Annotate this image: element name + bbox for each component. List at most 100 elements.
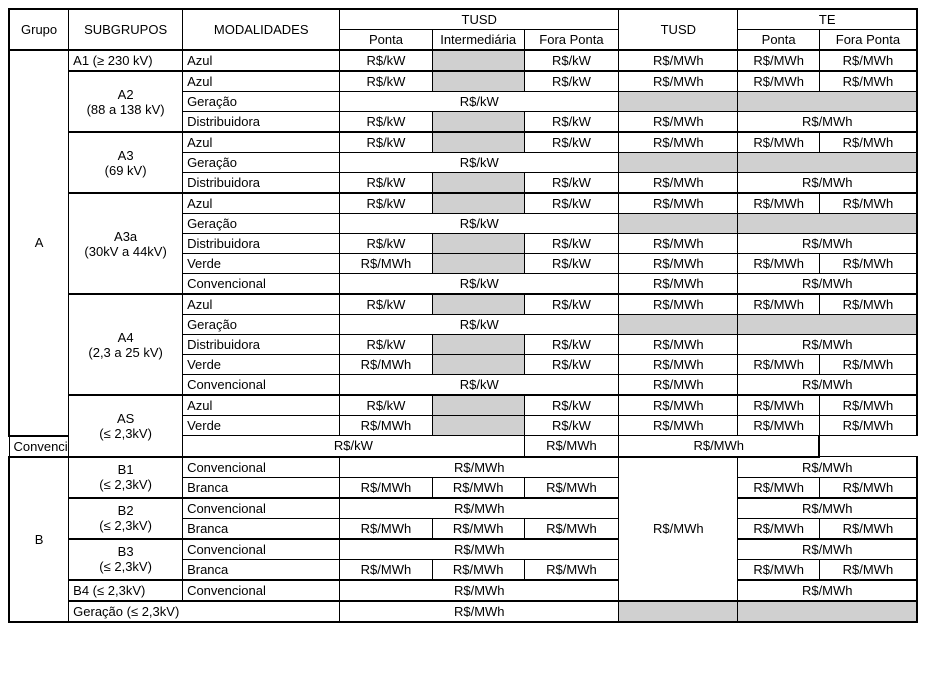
cell: R$/kW	[524, 395, 618, 416]
cell: R$/MWh	[432, 477, 524, 498]
modal: Azul	[183, 294, 340, 315]
cell: R$/kW	[524, 132, 618, 153]
cell: R$/MWh	[619, 355, 738, 375]
cell: R$/MWh	[619, 274, 738, 295]
cell: R$/MWh	[340, 559, 432, 580]
grupo-B: B	[9, 457, 69, 622]
cell: R$/MWh	[819, 294, 917, 315]
cell	[432, 71, 524, 92]
cell: R$/MWh	[340, 580, 619, 601]
cell	[738, 153, 917, 173]
cell: R$/kW	[340, 274, 619, 295]
cell: R$/kW	[340, 335, 432, 355]
subgrupo-A2: A2(88 a 138 kV)	[69, 71, 183, 132]
header-subgrupos: SUBGRUPOS	[69, 9, 183, 50]
modal: Distribuidora	[183, 112, 340, 133]
cell: R$/MWh	[432, 559, 524, 580]
cell: R$/MWh	[619, 457, 738, 601]
header-tusd-1: TUSD	[619, 9, 738, 50]
modal: Geração	[183, 315, 340, 335]
cell: R$/MWh	[738, 50, 819, 71]
cell: R$/kW	[340, 112, 432, 133]
cell: R$/MWh	[738, 580, 917, 601]
modal: Branca	[183, 518, 340, 539]
modal: Geração	[183, 214, 340, 234]
cell	[432, 335, 524, 355]
modal: Azul	[183, 193, 340, 214]
subgrupo-A3: A3(69 kV)	[69, 132, 183, 193]
cell: R$/MWh	[819, 254, 917, 274]
modal: Azul	[183, 132, 340, 153]
cell	[619, 601, 738, 622]
cell: R$/kW	[340, 193, 432, 214]
modal: Azul	[183, 50, 340, 71]
cell: R$/MWh	[738, 193, 819, 214]
cell: R$/MWh	[524, 436, 618, 457]
cell: R$/MWh	[619, 375, 738, 396]
cell: R$/MWh	[340, 539, 619, 560]
header-fora-ponta: Fora Ponta	[524, 30, 618, 51]
cell	[432, 254, 524, 274]
cell	[432, 173, 524, 194]
header-ponta: Ponta	[340, 30, 432, 51]
cell: R$/MWh	[619, 132, 738, 153]
cell: R$/kW	[340, 375, 619, 396]
modal: Azul	[183, 71, 340, 92]
cell: R$/MWh	[738, 518, 819, 539]
cell: R$/kW	[524, 50, 618, 71]
cell: R$/MWh	[738, 355, 819, 375]
cell	[432, 50, 524, 71]
header-te-fora: Fora Ponta	[819, 30, 917, 51]
cell: R$/kW	[340, 395, 432, 416]
cell	[432, 234, 524, 254]
subgrupo-A3a: A3a(30kV a 44kV)	[69, 193, 183, 294]
cell	[738, 92, 917, 112]
cell: R$/MWh	[738, 375, 917, 396]
cell: R$/kW	[340, 214, 619, 234]
cell	[619, 214, 738, 234]
cell: R$/kW	[524, 254, 618, 274]
cell	[432, 355, 524, 375]
cell: R$/MWh	[432, 518, 524, 539]
header-tusd-3: TUSD	[340, 9, 619, 30]
cell: R$/MWh	[340, 601, 619, 622]
cell: R$/MWh	[819, 355, 917, 375]
modal: Distribuidora	[183, 335, 340, 355]
tariff-table: Grupo SUBGRUPOS MODALIDADES TUSD TUSD TE…	[8, 8, 918, 623]
cell: R$/kW	[340, 315, 619, 335]
cell: R$/MWh	[819, 71, 917, 92]
cell: R$/MWh	[619, 112, 738, 133]
cell: R$/kW	[524, 173, 618, 194]
cell: R$/MWh	[738, 294, 819, 315]
cell	[738, 601, 917, 622]
modal: Convencional	[183, 498, 340, 519]
modal: Distribuidora	[183, 173, 340, 194]
subgrupo-B1: B1(≤ 2,3kV)	[69, 457, 183, 498]
cell: R$/MWh	[819, 132, 917, 153]
cell: R$/MWh	[738, 477, 819, 498]
cell: R$/MWh	[819, 395, 917, 416]
subgrupo-AS: AS(≤ 2,3kV)	[69, 395, 183, 457]
header-te: TE	[738, 9, 917, 30]
subgrupo-B3: B3(≤ 2,3kV)	[69, 539, 183, 580]
cell	[738, 315, 917, 335]
cell: R$/MWh	[619, 71, 738, 92]
cell: R$/MWh	[738, 254, 819, 274]
grupo-A: A	[9, 50, 69, 436]
cell: R$/MWh	[340, 498, 619, 519]
cell: R$/kW	[340, 153, 619, 173]
cell: R$/MWh	[524, 559, 618, 580]
cell: R$/MWh	[738, 132, 819, 153]
cell: R$/MWh	[738, 498, 917, 519]
cell: R$/MWh	[619, 335, 738, 355]
cell	[432, 294, 524, 315]
cell: R$/MWh	[619, 50, 738, 71]
header-modalidades: MODALIDADES	[183, 9, 340, 50]
subgrupo-A1: A1 (≥ 230 kV)	[69, 50, 183, 71]
cell: R$/MWh	[340, 477, 432, 498]
cell: R$/MWh	[619, 193, 738, 214]
subgrupo-BGen: Geração (≤ 2,3kV)	[69, 601, 340, 622]
cell: R$/MWh	[524, 518, 618, 539]
cell: R$/MWh	[738, 112, 917, 133]
modal: Convencional	[183, 539, 340, 560]
